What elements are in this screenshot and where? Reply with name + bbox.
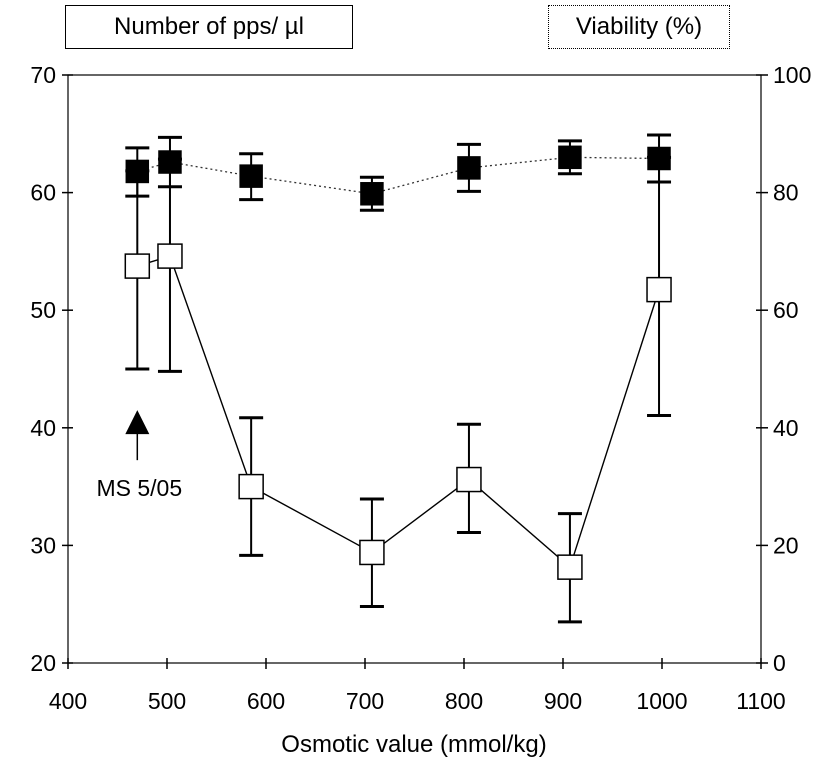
viability-series-line bbox=[137, 255, 660, 569]
viability-series-marker-2 bbox=[238, 473, 264, 500]
series-layer bbox=[124, 133, 672, 624]
pps-count-series-marker-2 bbox=[239, 164, 263, 188]
x-tick-label-800: 800 bbox=[445, 688, 483, 714]
annotation-layer: MS 5/05 bbox=[96, 410, 182, 501]
viability-series-marker-4 bbox=[456, 466, 482, 493]
viability-series-marker-3 bbox=[359, 539, 385, 566]
pps-count-series bbox=[125, 133, 672, 212]
right-y-tick-label-100: 100 bbox=[773, 62, 811, 88]
x-tick-label-400: 400 bbox=[49, 688, 87, 714]
pps-count-series-marker-5 bbox=[558, 145, 582, 170]
legend-viability: Viability (%) bbox=[548, 5, 730, 49]
left-y-tick-label-60: 60 bbox=[30, 180, 56, 206]
x-axis: 400 500 600 700 800 900 1000 1100 bbox=[49, 658, 786, 714]
left-y-tick-label-40: 40 bbox=[30, 415, 56, 441]
left-y-tick-label-70: 70 bbox=[30, 62, 56, 88]
pps-count-series-marker-3 bbox=[360, 182, 384, 206]
viability-series-marker-0 bbox=[124, 253, 151, 279]
legend-viability-label: Viability (%) bbox=[575, 13, 703, 40]
x-tick-label-600: 600 bbox=[247, 688, 285, 714]
viability-series-marker-5 bbox=[557, 554, 583, 580]
right-y-axis: 0 20 40 60 80 100 bbox=[756, 62, 811, 676]
plot-border bbox=[67, 74, 762, 664]
right-y-tick-label-40: 40 bbox=[773, 415, 799, 441]
x-tick-label-700: 700 bbox=[346, 688, 384, 714]
left-y-tick-label-20: 20 bbox=[30, 650, 56, 676]
legend-pps-count-label: Number of pps/ µl bbox=[114, 13, 304, 40]
viability-series bbox=[124, 155, 672, 624]
legend-pps-count: Number of pps/ µl bbox=[65, 5, 353, 49]
x-tick-label-1100: 1100 bbox=[736, 688, 785, 714]
left-y-axis: 20 30 40 50 60 70 bbox=[30, 62, 73, 676]
x-axis-title: Osmotic value (mmol/kg) bbox=[281, 731, 546, 758]
annotation-label: MS 5/05 bbox=[96, 475, 182, 501]
right-y-tick-label-80: 80 bbox=[773, 180, 799, 206]
x-tick-label-900: 900 bbox=[544, 688, 582, 714]
x-tick-label-500: 500 bbox=[148, 688, 186, 714]
right-y-tick-label-60: 60 bbox=[773, 297, 799, 323]
viability-series-marker-1 bbox=[157, 243, 183, 269]
annotation-arrow-head bbox=[125, 410, 150, 435]
plot-frame bbox=[67, 74, 762, 664]
right-y-tick-label-0: 0 bbox=[773, 650, 786, 676]
left-y-tick-label-50: 50 bbox=[30, 297, 56, 323]
pps-count-series-marker-4 bbox=[457, 156, 481, 180]
viability-series-marker-6 bbox=[646, 276, 672, 303]
right-y-tick-label-20: 20 bbox=[773, 532, 799, 558]
left-y-tick-label-30: 30 bbox=[30, 532, 56, 558]
x-tick-label-1000: 1000 bbox=[636, 688, 687, 714]
